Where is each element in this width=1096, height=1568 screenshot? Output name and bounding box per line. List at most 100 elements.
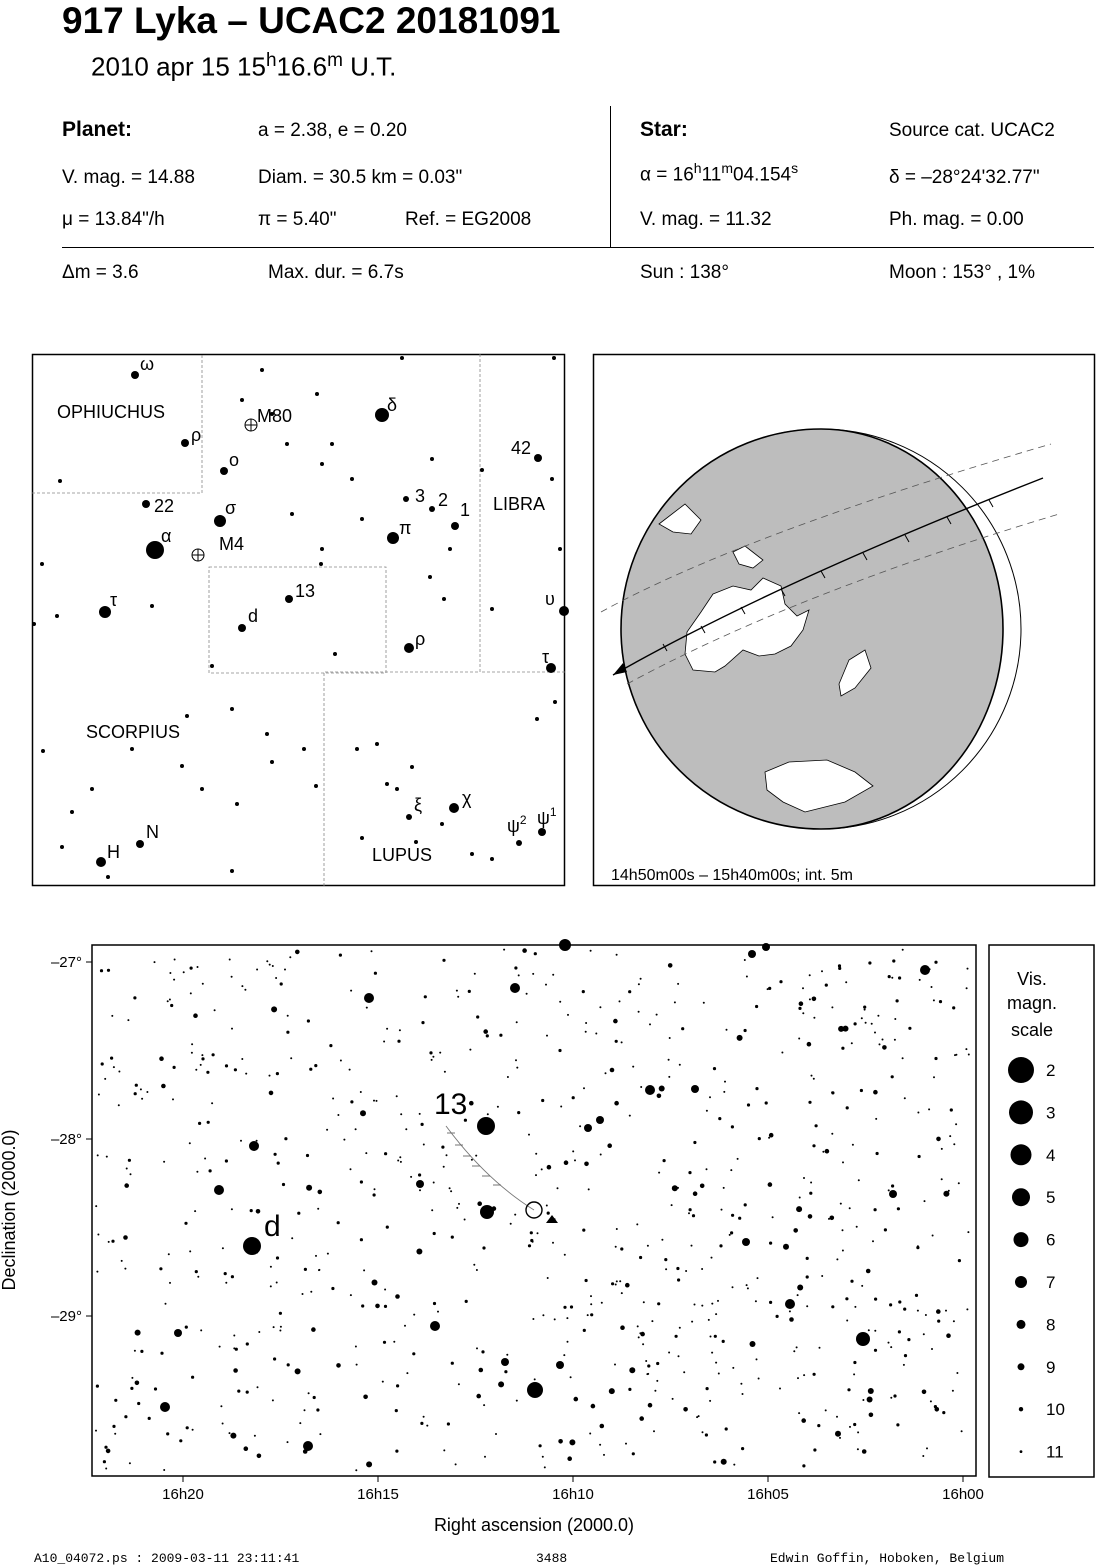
detail-star [111,1014,114,1017]
detail-star [249,1141,259,1151]
detail-star [273,1357,277,1361]
detail-star [965,987,968,990]
detail-star [558,1439,563,1444]
detail-star [290,1057,293,1060]
detail-star [768,1132,774,1138]
detail-star [785,1299,795,1309]
detail-star [631,1452,635,1456]
detail-star [796,1206,803,1213]
detail-star [233,1334,236,1337]
detail-star [97,1233,100,1236]
detail-star [214,1185,224,1195]
finder-star [360,836,364,840]
finder-star [285,595,293,603]
detail-star [715,1361,718,1364]
detail-star [306,1184,313,1191]
detail-star [558,1048,562,1053]
detail-star [718,1117,722,1121]
detail-star [704,1433,709,1437]
detail-star [104,1445,108,1449]
detail-star [892,959,896,963]
detail-star [241,985,244,988]
finder-star [230,869,234,873]
detail-star [484,1455,486,1458]
detail-star [917,1154,921,1159]
detail-star [668,1037,671,1039]
detail-star [845,1297,849,1301]
detail-star [249,1209,253,1213]
detail-star [457,995,460,998]
detail-star [829,1215,835,1221]
detail-star [179,1439,183,1443]
detail-star [812,1077,815,1080]
detail-star [206,1120,210,1124]
scale-dot-mag-6 [1013,1232,1029,1248]
detail-star [473,972,476,975]
scale-title-line: scale [1011,1020,1053,1040]
detail-star [319,1433,322,1436]
detail-star [896,1423,900,1427]
detail-star [693,1140,697,1145]
detail-star [127,1158,131,1162]
ra-tick-label: 16h05 [747,1486,789,1503]
finder-star [270,760,274,764]
detail-star [365,1152,368,1155]
finder-star [440,822,444,826]
detail-star [808,974,811,977]
detail-star [483,1029,489,1034]
axis-ticks [86,961,964,1482]
detail-star [590,1403,596,1409]
detail-star [166,1432,170,1436]
detail-star [105,1467,108,1470]
detail-star [836,1415,838,1418]
finder-star [99,606,111,618]
detail-star [137,1401,141,1406]
finder-star [355,747,359,751]
detail-star [291,1237,294,1240]
detail-star [363,1269,366,1272]
detail-star [467,989,471,993]
detail-star [923,1200,926,1203]
detail-star [566,1317,569,1320]
detail-star [775,1314,779,1318]
detail-star [230,1275,234,1279]
finder-star [360,517,364,521]
detail-star [193,1013,198,1018]
detail-star [271,965,274,967]
detail-star [114,1398,118,1402]
detail-star [908,1026,912,1030]
scale-dot-mag-9 [1017,1363,1025,1371]
detail-star [147,1416,151,1420]
detail-star [563,1253,566,1256]
detail-star [850,1042,853,1045]
scale-label-mag-8: 8 [1046,1315,1055,1334]
detail-star [628,1387,632,1391]
finder-stars [32,356,569,879]
detail-star [691,1320,694,1323]
constellation-boundaries [32,354,565,886]
detail-star [491,1206,497,1211]
detail-star [279,1325,282,1328]
label-upsilon: υ [545,589,555,609]
label-m80: M80 [257,406,292,426]
finder-star [136,840,144,848]
detail-star [719,1244,723,1248]
detail-star [337,1114,340,1116]
detail-star [284,1137,288,1141]
detail-star [393,1340,396,1343]
detail-star [533,952,537,956]
asteroid-track [445,1125,535,1211]
detail-star [130,1386,134,1390]
detail-star [303,1267,307,1271]
detail-star [583,1087,585,1090]
earth-night-side [620,428,1004,830]
detail-star [188,1142,191,1145]
detail-star [563,1305,567,1309]
detail-star [614,1039,618,1043]
detail-star [279,1329,282,1332]
detail-star [849,1425,851,1428]
finder-star [559,606,569,616]
page-title: 917 Lyka – UCAC2 20181091 [62,0,561,41]
detail-star [297,1211,301,1215]
detail-star [662,1159,666,1163]
